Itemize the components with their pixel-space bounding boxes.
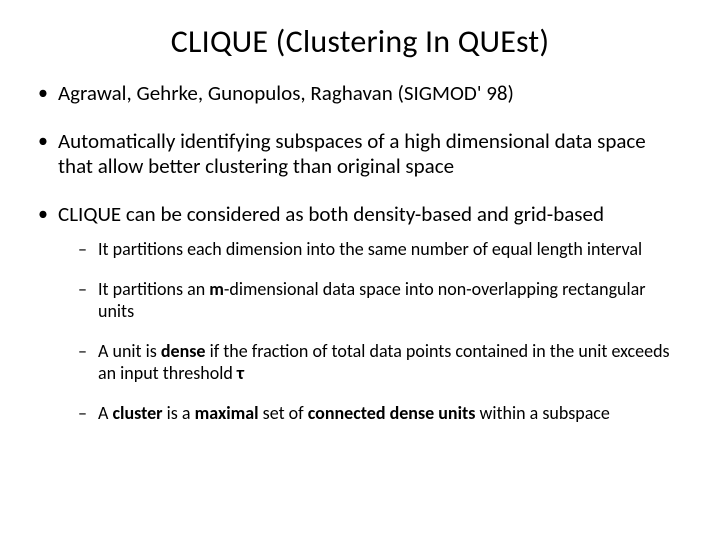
slide: CLIQUE (Clustering In QUEst) Agrawal, Ge… [0, 0, 720, 540]
bullet-item: Automatically identifying subspaces of a… [36, 129, 684, 180]
slide-title: CLIQUE (Clustering In QUEst) [36, 22, 684, 61]
bullet-text: CLIQUE can be considered as both density… [58, 201, 604, 227]
sub-bullet-text: A unit is dense if the fraction of total… [98, 340, 670, 384]
bullet-list: Agrawal, Gehrke, Gunopulos, Raghavan (SI… [36, 81, 684, 425]
sub-bullet-list: It partitions each dimension into the sa… [58, 239, 684, 425]
sub-bullet-item: It partitions each dimension into the sa… [58, 239, 684, 261]
sub-bullet-text: It partitions an m-dimensional data spac… [98, 278, 646, 322]
sub-bullet-text: It partitions each dimension into the sa… [98, 238, 642, 260]
sub-bullet-item: It partitions an m-dimensional data spac… [58, 279, 684, 323]
bullet-text: Automatically identifying subspaces of a… [58, 128, 646, 180]
sub-bullet-item: A unit is dense if the fraction of total… [58, 341, 684, 385]
sub-bullet-text: A cluster is a maximal set of connected … [98, 402, 610, 424]
bullet-item: Agrawal, Gehrke, Gunopulos, Raghavan (SI… [36, 81, 684, 107]
bullet-text: Agrawal, Gehrke, Gunopulos, Raghavan (SI… [58, 80, 514, 106]
bullet-item: CLIQUE can be considered as both density… [36, 202, 684, 425]
sub-bullet-item: A cluster is a maximal set of connected … [58, 403, 684, 425]
